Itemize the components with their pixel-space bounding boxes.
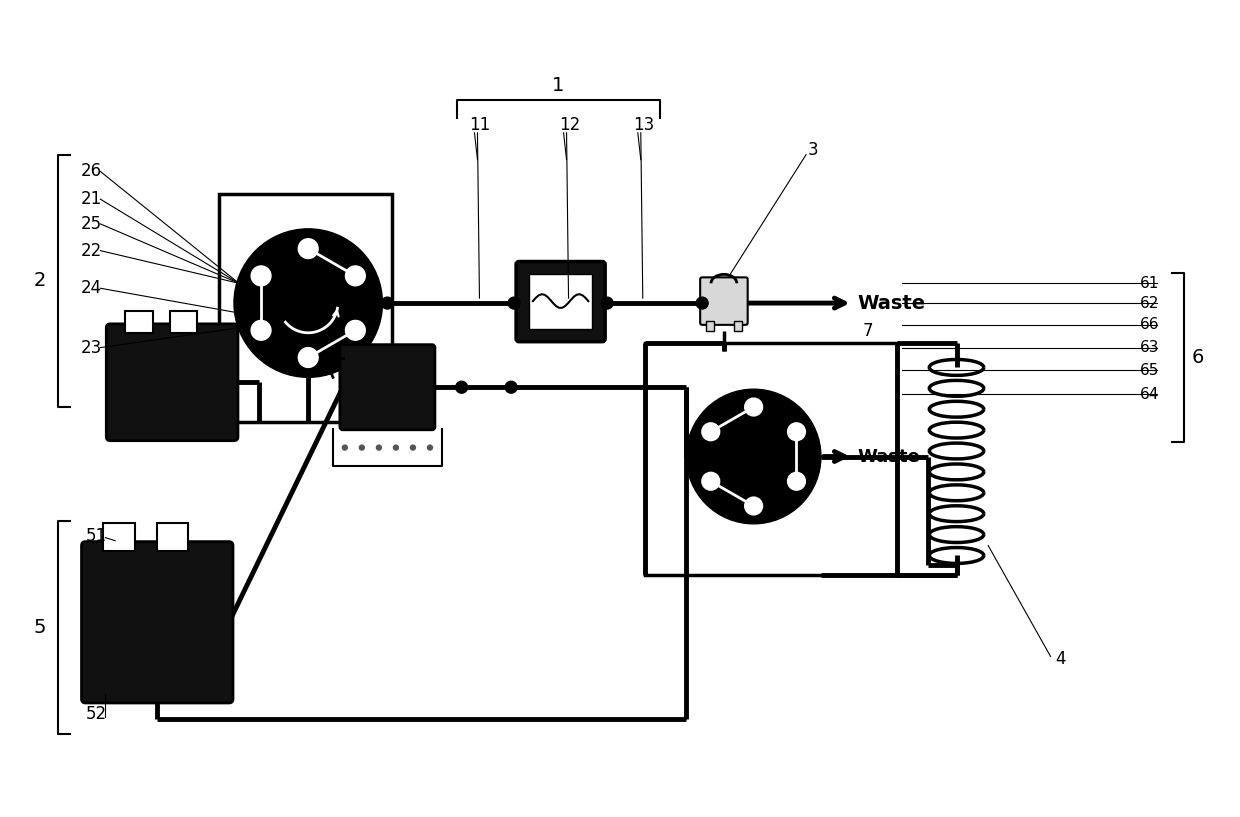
Text: 23: 23 [81, 338, 102, 357]
Circle shape [505, 382, 517, 393]
Text: 1: 1 [305, 243, 311, 253]
Circle shape [342, 445, 347, 450]
Text: 5: 5 [708, 477, 713, 486]
Text: 5: 5 [33, 618, 46, 636]
Circle shape [702, 472, 719, 490]
Text: 1: 1 [751, 403, 756, 412]
Bar [125, 311, 153, 333]
Text: 64: 64 [1140, 386, 1159, 402]
Circle shape [377, 445, 382, 450]
Text: 24: 24 [81, 279, 102, 297]
Text: 21: 21 [81, 190, 102, 208]
FancyBboxPatch shape [516, 261, 605, 342]
Text: Waste: Waste [858, 448, 920, 466]
Text: 22: 22 [81, 242, 102, 260]
Text: 6: 6 [258, 271, 264, 281]
Bar [156, 523, 188, 551]
Circle shape [346, 320, 366, 340]
Circle shape [299, 239, 319, 258]
Text: 61: 61 [1140, 276, 1159, 291]
Text: 25: 25 [81, 215, 102, 233]
Text: 62: 62 [1140, 296, 1159, 310]
Text: 13: 13 [632, 116, 655, 134]
Circle shape [252, 266, 272, 286]
Text: Waste: Waste [858, 293, 926, 313]
FancyBboxPatch shape [340, 345, 435, 430]
Circle shape [360, 445, 365, 450]
Circle shape [745, 398, 763, 416]
Circle shape [252, 320, 272, 340]
Text: 51: 51 [86, 527, 107, 545]
Circle shape [696, 297, 708, 309]
Text: 26: 26 [81, 163, 102, 181]
Text: 4: 4 [1055, 650, 1066, 668]
FancyBboxPatch shape [701, 277, 748, 325]
Text: 6: 6 [708, 427, 713, 436]
Circle shape [508, 297, 520, 309]
Bar [170, 311, 197, 333]
Circle shape [686, 389, 821, 524]
Circle shape [234, 229, 382, 377]
Text: 7: 7 [863, 322, 873, 340]
Circle shape [428, 445, 433, 450]
Text: 2: 2 [352, 271, 358, 281]
Text: 5: 5 [258, 325, 264, 335]
Bar [706, 321, 714, 331]
Circle shape [410, 445, 415, 450]
Text: 2: 2 [33, 271, 46, 290]
Text: 3: 3 [808, 141, 818, 158]
Text: 1: 1 [552, 76, 564, 95]
Circle shape [702, 423, 719, 440]
Bar [529, 275, 593, 328]
Text: 2: 2 [794, 427, 799, 436]
Text: 12: 12 [559, 116, 580, 134]
Text: 4: 4 [751, 502, 756, 511]
Text: 3: 3 [352, 325, 358, 335]
Circle shape [346, 266, 366, 286]
Text: 52: 52 [86, 705, 107, 723]
Text: 4: 4 [305, 352, 311, 363]
Circle shape [299, 347, 319, 368]
Text: 65: 65 [1140, 363, 1159, 378]
Text: 3: 3 [794, 477, 799, 486]
Circle shape [745, 497, 763, 515]
Circle shape [787, 472, 806, 490]
Circle shape [601, 297, 613, 309]
Bar [734, 321, 742, 331]
FancyBboxPatch shape [107, 324, 238, 440]
Bar [103, 523, 135, 551]
Circle shape [455, 382, 467, 393]
Circle shape [382, 297, 393, 309]
Circle shape [393, 445, 398, 450]
Circle shape [787, 423, 806, 440]
Text: 63: 63 [1140, 340, 1159, 355]
FancyBboxPatch shape [82, 542, 233, 703]
Bar [219, 194, 392, 422]
Bar [645, 342, 898, 575]
Text: 6: 6 [1192, 348, 1204, 367]
Text: 11: 11 [470, 116, 491, 134]
Text: 66: 66 [1140, 317, 1159, 333]
